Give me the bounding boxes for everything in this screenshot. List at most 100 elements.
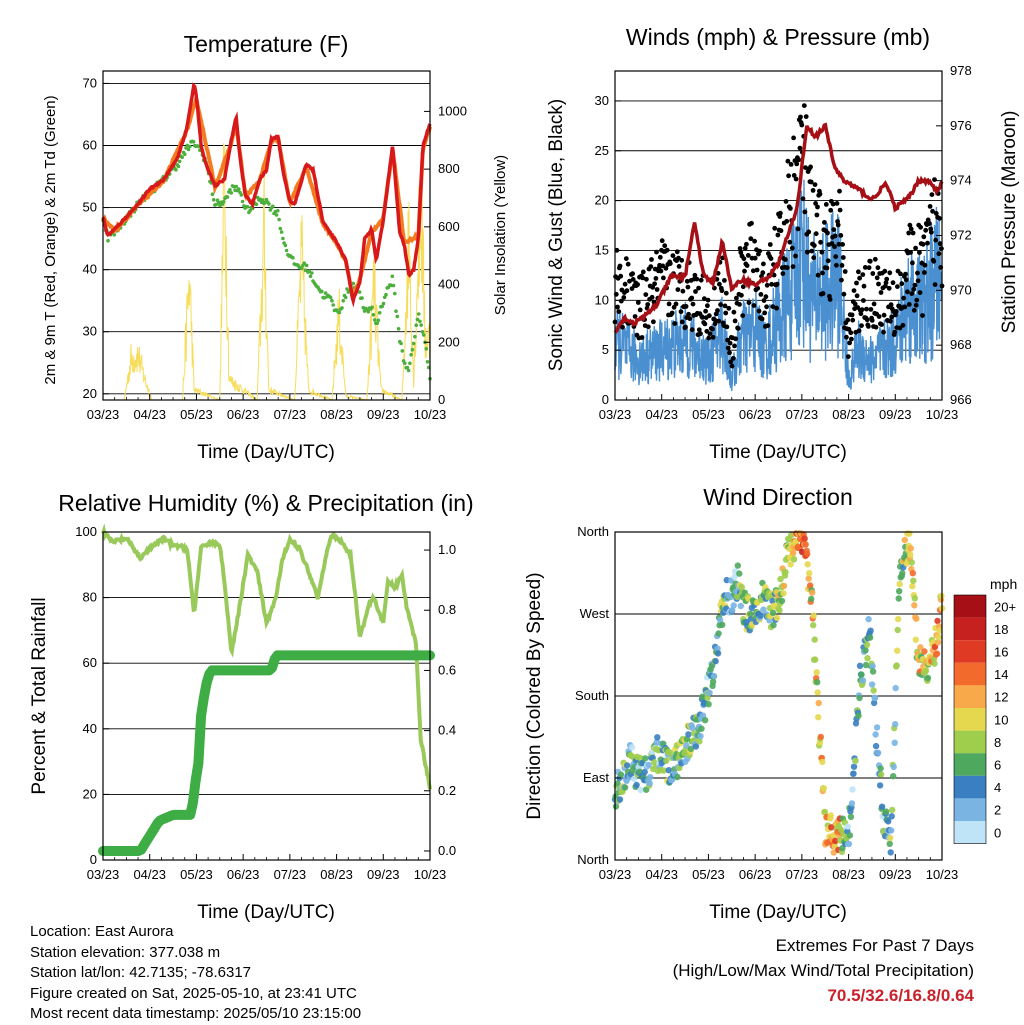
dewpoint-point — [240, 199, 245, 204]
temperature-ytick-label: 30 — [83, 324, 97, 339]
gust-point — [827, 297, 833, 302]
gust-point — [909, 291, 915, 296]
gust-point — [723, 290, 729, 296]
wind-direction-point — [716, 616, 724, 624]
gust-point — [889, 314, 895, 320]
dewpoint-point — [345, 287, 349, 291]
gust-point — [722, 303, 728, 309]
gust-point — [762, 310, 768, 316]
gust-point — [815, 204, 820, 210]
wind-direction-point — [701, 717, 709, 724]
dewpoint-point — [188, 144, 192, 149]
wind-direction-point — [776, 607, 783, 614]
gust-point — [761, 261, 766, 267]
wind-direction-point — [734, 562, 741, 569]
gust-point — [903, 277, 909, 283]
gust-point — [756, 308, 762, 314]
gust-point — [696, 327, 702, 333]
gust-point — [908, 250, 913, 255]
dewpoint-point — [424, 347, 429, 351]
relative-humidity-line — [101, 523, 432, 790]
gust-point — [832, 244, 837, 250]
gust-point — [848, 330, 854, 336]
gust-point — [917, 250, 922, 255]
gust-point — [822, 220, 827, 225]
wind-direction-point — [863, 641, 871, 648]
dewpoint-point — [263, 200, 268, 205]
gust-point — [794, 161, 800, 167]
wind-direction-point — [647, 774, 654, 781]
wind-direction-point — [933, 650, 941, 657]
temperature-xtick-label: 03/23 — [87, 407, 120, 422]
gust-point — [892, 329, 898, 335]
wind-direction-point — [692, 743, 700, 750]
temperature-xtick-label: 06/23 — [227, 407, 260, 422]
winds-title: Winds (mph) & Pressure (mb) — [626, 24, 930, 50]
wind-direction-point — [869, 668, 877, 675]
dewpoint-point — [403, 361, 407, 366]
gust-point — [793, 176, 799, 182]
gust-point — [799, 122, 805, 128]
wind-direction-point — [642, 755, 649, 762]
wind-direction-point — [683, 742, 690, 749]
gust-point — [651, 319, 656, 325]
wind-direction-point — [893, 662, 900, 669]
gust-point — [897, 325, 903, 331]
gust-point — [659, 238, 665, 244]
dewpoint-point — [245, 205, 250, 209]
gust-point — [930, 208, 935, 214]
gust-point — [775, 232, 781, 238]
temperature-y2tick-label: 200 — [438, 334, 460, 349]
gust-point — [615, 304, 620, 310]
humidity-xtick-label: 08/23 — [320, 867, 353, 882]
gust-point — [849, 336, 854, 342]
wind-direction-point — [714, 650, 722, 657]
wind-direction-point — [706, 689, 713, 696]
gust-point — [858, 311, 864, 317]
gust-point — [929, 192, 935, 198]
colorbar-label: 10 — [994, 712, 1008, 727]
gust-point — [618, 273, 624, 279]
humidity-frame — [102, 531, 431, 861]
gust-point — [630, 271, 635, 277]
gust-point — [878, 290, 884, 295]
gust-point — [768, 256, 774, 261]
wind-direction-point — [885, 818, 892, 825]
wind-direction-point — [873, 724, 881, 731]
gust-point — [616, 309, 622, 314]
gust-point — [881, 312, 887, 318]
colorbar-swatch — [954, 775, 986, 799]
gust-point — [705, 297, 711, 303]
winds-xtick-label: 10/23 — [926, 407, 959, 422]
gust-point — [920, 313, 925, 318]
wind-direction-point — [867, 627, 874, 634]
dewpoint-point — [176, 164, 181, 169]
gust-point — [658, 268, 664, 274]
winds-ylabel-right: Station Pressure (Maroon) — [999, 111, 1020, 334]
gust-point — [718, 302, 723, 307]
wind-direction-point — [877, 765, 884, 772]
gust-point — [737, 302, 742, 307]
dewpoint-point — [225, 195, 230, 199]
temperature-xtick-label: 09/23 — [367, 407, 400, 422]
gust-point — [922, 270, 927, 275]
gust-point — [850, 317, 856, 323]
gust-point — [820, 291, 826, 296]
gust-point — [802, 209, 808, 215]
wind-direction-point — [862, 661, 870, 669]
wind-direction-point — [654, 734, 661, 741]
gust-point — [876, 314, 882, 319]
wind-direction-point — [637, 754, 644, 761]
dewpoint-point — [239, 193, 244, 197]
extremes-values: 70.5/32.6/16.8/0.64 — [827, 986, 974, 1005]
gust-point — [806, 229, 812, 235]
gust-point — [763, 294, 769, 300]
gust-point — [717, 281, 722, 287]
gust-point — [866, 265, 872, 271]
gust-point — [643, 292, 649, 297]
gust-point — [915, 270, 920, 276]
dewpoint-point — [279, 230, 284, 234]
gust-point — [810, 188, 816, 193]
gust-point — [784, 218, 790, 224]
gust-point — [639, 335, 645, 340]
